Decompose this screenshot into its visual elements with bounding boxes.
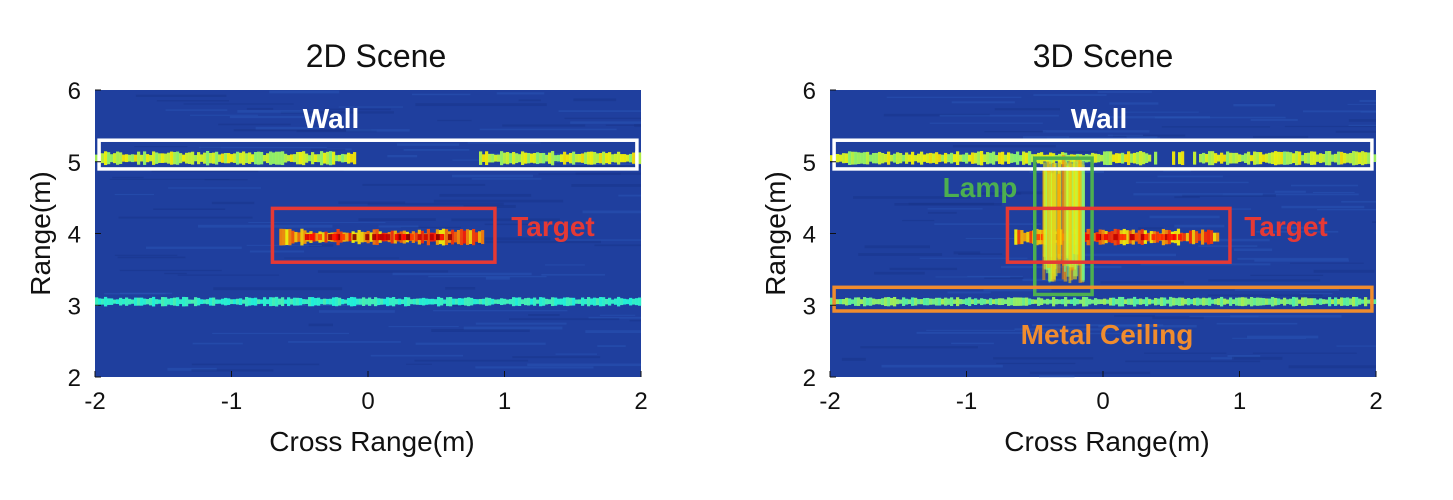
x-tick-label: 0: [361, 388, 374, 415]
x-tick-label: 0: [1096, 388, 1109, 415]
x-axis-label: Cross Range(m): [269, 426, 474, 457]
reflection-target: [279, 228, 485, 246]
lamp-label: Lamp: [943, 172, 1018, 203]
chart-3d-scene: 3D Scene Wall Lamp Target Metal Ceiling -2 -1…: [727, 0, 1453, 500]
x-tick-label: 1: [1233, 388, 1246, 415]
x-tick-label: 2: [634, 388, 647, 415]
chart-2d-scene: 2D Scene Wall Target -2 -1 0 1 2 2 3 4 5 6 Cross Ran…: [25, 38, 648, 457]
wall-box: [97, 138, 639, 171]
y-tick-label: 4: [803, 222, 816, 249]
wall-label: Wall: [1071, 103, 1128, 134]
target-box: [1005, 206, 1232, 264]
y-tick-label: 2: [803, 365, 816, 392]
y-tick-label: 6: [803, 78, 816, 105]
reflection-metal-ceiling: [830, 296, 1377, 307]
reflection-faint-2: [95, 296, 642, 307]
y-tick-label: 3: [803, 293, 816, 320]
lamp-box: [1033, 156, 1094, 297]
x-tick-label: -1: [956, 388, 977, 415]
reflection-wall: [95, 150, 642, 166]
target-box: [270, 206, 497, 264]
reflection-lamp: [1042, 154, 1085, 284]
metal-ceiling-box: [832, 285, 1374, 313]
y-tick-label: 5: [803, 150, 816, 177]
target-label: Target: [1244, 211, 1328, 242]
y-tick-label: 6: [68, 78, 81, 105]
wall-label: Wall: [303, 103, 360, 134]
y-tick-label: 5: [68, 150, 81, 177]
x-tick-label: 2: [1369, 388, 1382, 415]
x-axis-label: Cross Range(m): [1004, 426, 1209, 457]
x-tick-label: -2: [819, 388, 840, 415]
wall-box: [832, 138, 1374, 171]
target-label: Target: [511, 211, 595, 242]
y-axis-label: Range(m): [25, 171, 56, 295]
y-tick-label: 2: [68, 365, 81, 392]
y-tick-label: 4: [68, 222, 81, 249]
y-tick-label: 3: [68, 293, 81, 320]
y-axis-label: Range(m): [760, 171, 791, 295]
heatmap-2d-scene: Wall Target -2 -1 0 1 2 2 3 4 5 6 Cross Range(m) Rang…: [25, 78, 648, 457]
x-tick-label: 1: [498, 388, 511, 415]
heatmap-3d-scene: Wall Lamp Target Metal Ceiling -2 -1 0 1 2 2 3 4 5 6 C…: [760, 78, 1383, 457]
chart-title: 2D Scene: [305, 38, 447, 74]
x-tick-label: -2: [84, 388, 105, 415]
x-tick-label: -1: [221, 388, 242, 415]
metal-ceiling-label: Metal Ceiling: [1021, 319, 1194, 350]
chart-title: 3D Scene: [1032, 38, 1174, 74]
